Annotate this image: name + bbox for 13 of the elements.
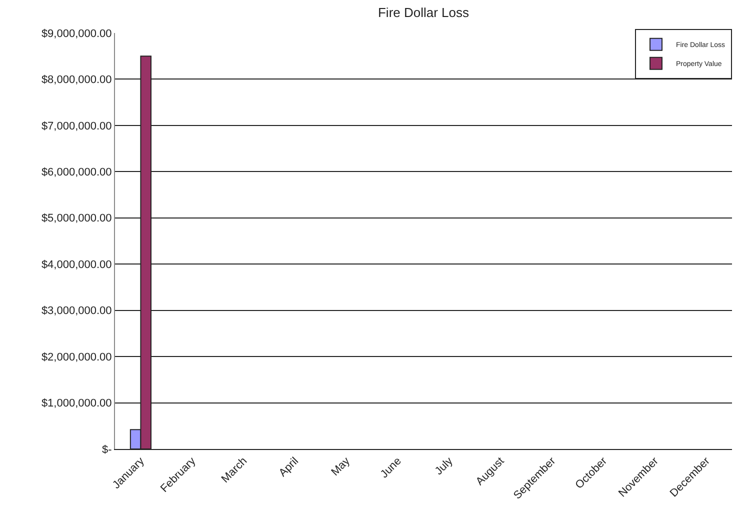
y-tick-label: $1,000,000.00 bbox=[41, 398, 112, 410]
y-tick-label: $2,000,000.00 bbox=[41, 351, 112, 364]
chart-title: Fire Dollar Loss bbox=[378, 4, 470, 20]
y-tick-label: $- bbox=[102, 444, 112, 456]
y-tick-label: $9,000,000.00 bbox=[41, 28, 112, 40]
y-tick-label: $3,000,000.00 bbox=[41, 305, 112, 318]
y-tick-label: $4,000,000.00 bbox=[41, 258, 112, 271]
y-tick-label: $5,000,000.00 bbox=[41, 212, 112, 225]
x-tick-label: May bbox=[329, 454, 353, 478]
y-tick-label: $6,000,000.00 bbox=[41, 166, 112, 179]
y-tick-label: $8,000,000.00 bbox=[41, 74, 112, 86]
x-tick-label: July bbox=[432, 454, 456, 478]
y-tick-label: $7,000,000.00 bbox=[41, 120, 112, 132]
